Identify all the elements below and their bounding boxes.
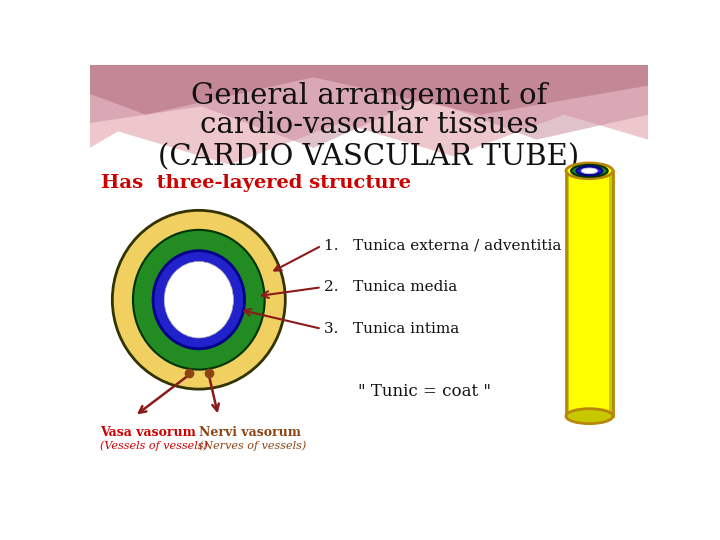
Ellipse shape bbox=[164, 261, 233, 338]
Polygon shape bbox=[90, 65, 648, 165]
Polygon shape bbox=[90, 65, 648, 148]
Ellipse shape bbox=[566, 409, 613, 424]
Text: " Tunic = coat ": " Tunic = coat " bbox=[359, 383, 491, 400]
Polygon shape bbox=[566, 171, 613, 416]
Text: 3.   Tunica intima: 3. Tunica intima bbox=[324, 322, 459, 336]
Text: 1.   Tunica externa / adventitia: 1. Tunica externa / adventitia bbox=[324, 239, 562, 253]
Ellipse shape bbox=[153, 251, 245, 349]
Text: Vasa vasorum: Vasa vasorum bbox=[100, 426, 196, 439]
Text: Has  three-layered structure: Has three-layered structure bbox=[101, 174, 411, 192]
Text: cardio-vascular tissues: cardio-vascular tissues bbox=[199, 111, 539, 139]
Polygon shape bbox=[566, 171, 570, 416]
Text: General arrangement of: General arrangement of bbox=[191, 82, 547, 110]
Text: 2.   Tunica media: 2. Tunica media bbox=[324, 280, 458, 294]
Ellipse shape bbox=[133, 230, 265, 369]
Text: (Nerves of vessels): (Nerves of vessels) bbox=[199, 440, 306, 450]
Ellipse shape bbox=[112, 211, 285, 389]
Ellipse shape bbox=[581, 168, 598, 174]
Polygon shape bbox=[90, 65, 648, 114]
Text: (CARDIO VASCULAR TUBE): (CARDIO VASCULAR TUBE) bbox=[158, 143, 580, 171]
Ellipse shape bbox=[571, 165, 608, 177]
Text: Nervi vasorum: Nervi vasorum bbox=[199, 426, 301, 439]
Ellipse shape bbox=[566, 163, 613, 179]
Text: (Vessels of vessels): (Vessels of vessels) bbox=[100, 440, 208, 450]
Ellipse shape bbox=[577, 166, 603, 176]
Polygon shape bbox=[610, 171, 613, 416]
